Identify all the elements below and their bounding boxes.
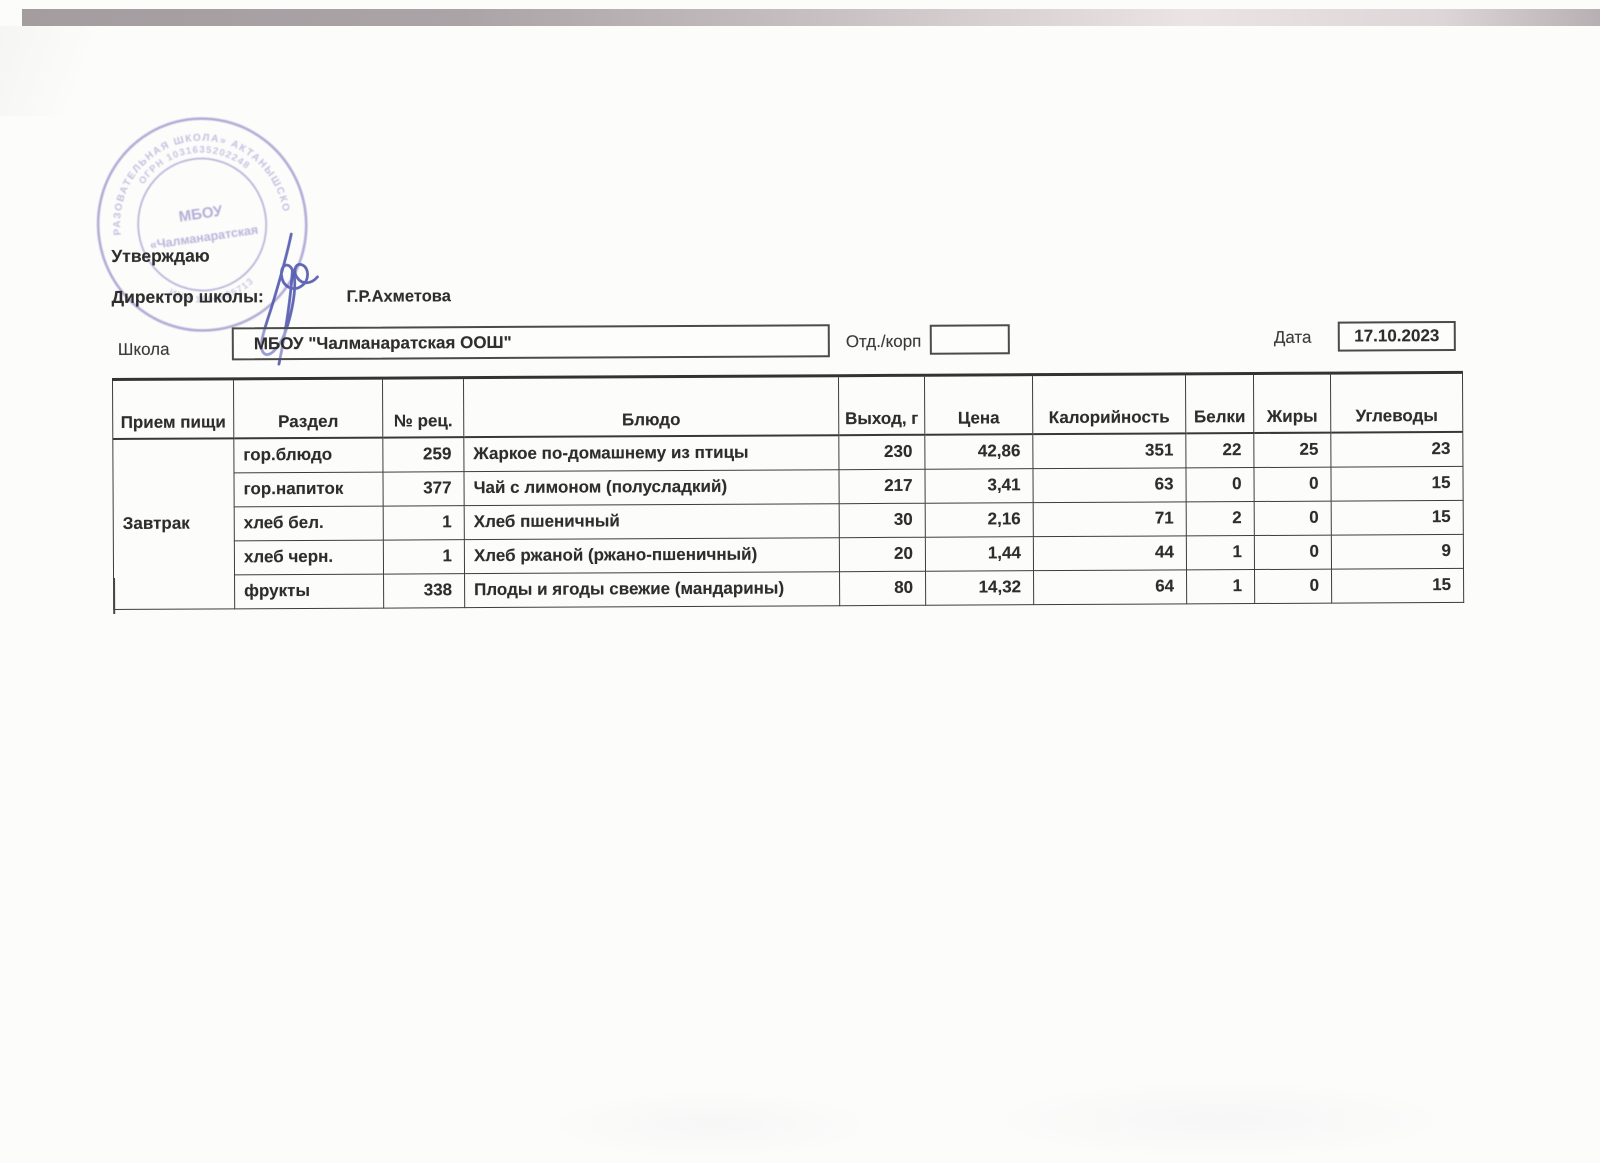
col-header-carbs: Углеводы — [1330, 372, 1463, 433]
output-cell: 230 — [838, 434, 925, 470]
recipe-no-cell: 377 — [382, 471, 465, 507]
date-value: 17.10.2023 — [1354, 326, 1440, 346]
col-header-section: Раздел — [233, 378, 383, 439]
price-cell: 1,44 — [925, 536, 1034, 572]
carbs-cell: 9 — [1331, 534, 1464, 570]
protein-cell: 0 — [1185, 467, 1255, 502]
col-header-recipe-no: № рец. — [382, 377, 464, 438]
calories-cell: 351 — [1032, 433, 1186, 469]
col-header-dish: Блюдо — [463, 375, 839, 438]
dept-label: Отд./корп — [845, 331, 922, 352]
carbs-cell: 15 — [1331, 568, 1464, 604]
scan-smudge — [980, 1080, 1460, 1160]
table-left-border-tail — [113, 577, 116, 614]
output-cell: 30 — [839, 503, 926, 538]
output-cell: 20 — [839, 537, 926, 572]
price-cell: 2,16 — [925, 502, 1034, 538]
output-cell: 217 — [838, 469, 926, 504]
protein-cell: 22 — [1185, 433, 1254, 468]
calories-cell: 71 — [1033, 501, 1187, 537]
dish-cell: Хлеб ржаной (ржано-пшеничный) — [464, 537, 840, 574]
fat-cell: 0 — [1254, 501, 1332, 536]
fat-cell: 0 — [1254, 535, 1332, 570]
director-label: Директор школы: — [111, 286, 264, 308]
carbs-cell: 23 — [1330, 431, 1463, 468]
table-row: фрукты 338 Плоды и ягоды свежие (мандари… — [114, 568, 1464, 609]
section-cell: гор.напиток — [233, 472, 384, 507]
col-header-calories: Калорийность — [1032, 373, 1186, 435]
dish-cell: Плоды и ягоды свежие (мандарины) — [464, 571, 840, 608]
protein-cell: 2 — [1186, 501, 1255, 536]
recipe-no-cell: 259 — [382, 437, 464, 473]
col-header-fat: Жиры — [1253, 373, 1331, 434]
date-label: Дата — [1273, 327, 1312, 347]
scan-smudge — [540, 1090, 880, 1160]
calories-cell: 44 — [1033, 535, 1187, 571]
date-field-box: 17.10.2023 — [1337, 320, 1456, 352]
col-header-output: Выход, г — [838, 375, 925, 436]
director-name: Г.Р.Ахметова — [346, 287, 451, 306]
fat-cell: 25 — [1253, 432, 1331, 468]
price-cell: 3,41 — [924, 468, 1034, 504]
output-cell: 80 — [839, 571, 926, 606]
calories-cell: 63 — [1032, 467, 1187, 503]
menu-table: Прием пищи Раздел № рец. Блюдо Выход, г … — [112, 371, 1464, 610]
carbs-cell: 15 — [1330, 466, 1464, 502]
director-signature-ink — [260, 232, 319, 366]
scan-corner-shade — [0, 26, 140, 116]
dish-cell: Чай с лимоном (полусладкий) — [463, 469, 840, 506]
section-cell: гор.блюдо — [233, 437, 383, 473]
price-cell: 14,32 — [925, 570, 1034, 606]
col-header-price: Цена — [924, 374, 1033, 435]
dish-cell: Жаркое по-домашнему из птицы — [463, 435, 839, 472]
protein-cell: 1 — [1186, 569, 1255, 604]
protein-cell: 1 — [1186, 535, 1255, 570]
official-stamp: ОБРАЗОВАТЕЛЬНАЯ ШКОЛА» АКТАНЫШСКОГО ОГРН… — [91, 111, 308, 332]
recipe-no-cell: 1 — [383, 505, 465, 541]
school-value: МБОУ "Чалманаратская ООШ" — [253, 332, 512, 353]
stamp-center-line1: МБОУ — [178, 202, 225, 225]
scanner-edge-band — [22, 9, 1600, 26]
section-cell: хлеб бел. — [234, 506, 384, 541]
col-header-protein: Белки — [1185, 373, 1254, 434]
col-header-meal: Прием пищи — [112, 378, 234, 439]
recipe-no-cell: 1 — [383, 539, 465, 575]
dish-cell: Хлеб пшеничный — [464, 503, 840, 540]
fat-cell: 0 — [1254, 569, 1332, 604]
carbs-cell: 15 — [1331, 500, 1464, 536]
school-field-box: МБОУ "Чалманаратская ООШ" — [231, 324, 830, 361]
dept-field-box — [929, 324, 1010, 355]
recipe-no-cell: 338 — [383, 573, 465, 609]
fat-cell: 0 — [1253, 467, 1332, 502]
section-cell: хлеб черн. — [234, 540, 384, 575]
meal-cell: Завтрак — [112, 438, 235, 610]
calories-cell: 64 — [1033, 569, 1187, 605]
school-label: Школа — [117, 339, 170, 359]
header-row: Прием пищи Раздел № рец. Блюдо Выход, г … — [112, 372, 1463, 439]
approve-label: Утверждаю — [111, 245, 210, 267]
section-cell: фрукты — [234, 574, 384, 609]
price-cell: 42,86 — [924, 434, 1033, 470]
